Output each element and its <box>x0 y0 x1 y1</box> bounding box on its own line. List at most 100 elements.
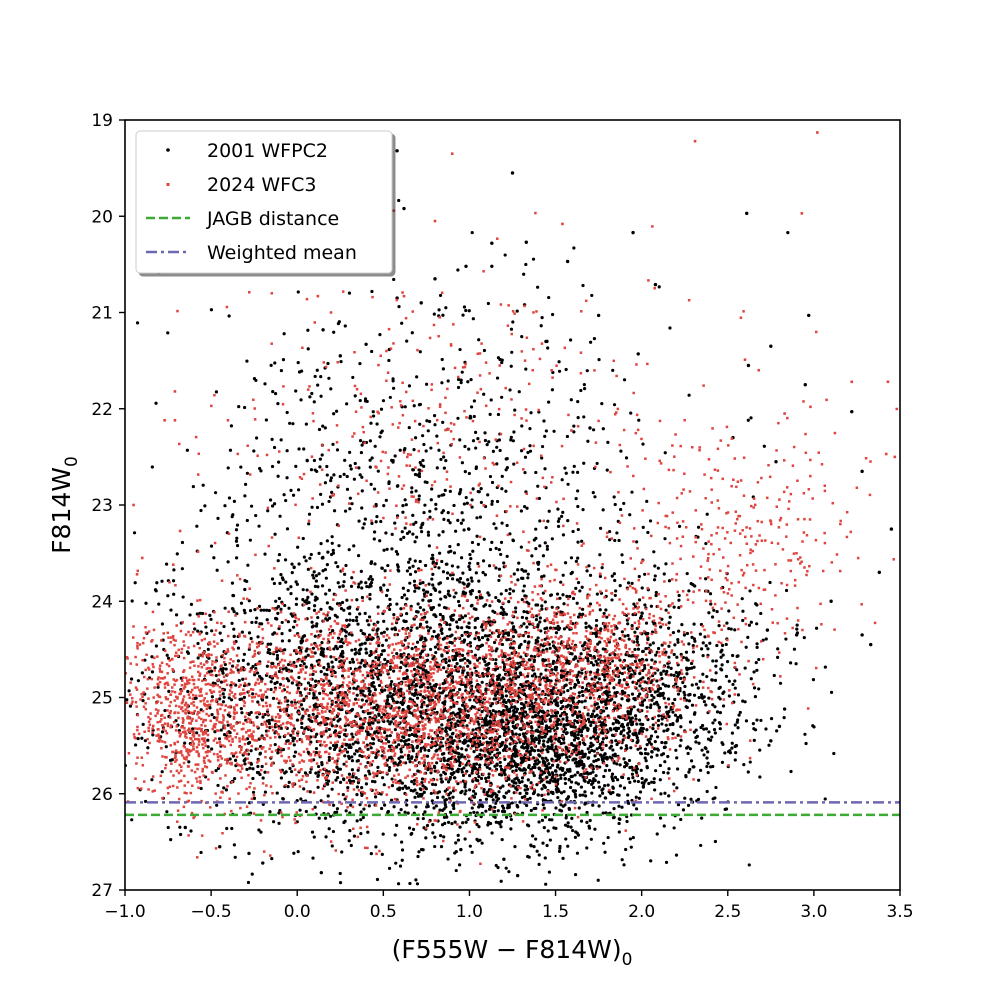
data-point-wfpc2 <box>424 669 428 673</box>
data-point-wfpc2 <box>376 605 380 609</box>
data-point-wfpc2 <box>165 810 169 814</box>
data-point-wfpc2 <box>600 788 604 792</box>
data-point-wfpc2 <box>568 594 572 599</box>
data-point-wfpc2 <box>576 715 580 719</box>
data-point-wfpc2 <box>513 726 517 730</box>
data-point-wfpc2 <box>522 584 526 588</box>
data-point-wfpc2 <box>287 606 291 610</box>
data-point-wfpc2 <box>653 564 657 568</box>
data-point-wfpc2 <box>251 790 256 794</box>
data-point-wfpc2 <box>417 850 421 854</box>
data-point-wfpc2 <box>221 692 225 696</box>
data-point-wfpc2 <box>566 482 570 486</box>
data-point-wfpc2 <box>348 660 352 664</box>
data-point-wfpc2 <box>331 629 335 633</box>
data-point-wfpc2 <box>490 702 495 706</box>
data-point-wfpc2 <box>638 684 642 688</box>
data-point-wfpc2 <box>504 489 508 493</box>
data-point-wfpc2 <box>464 820 468 824</box>
data-point-wfpc2 <box>534 547 538 551</box>
data-point-wfpc2 <box>437 494 441 498</box>
data-point-wfpc2 <box>477 825 481 829</box>
data-point-wfpc2 <box>448 634 452 638</box>
data-point-wfpc2 <box>507 789 511 793</box>
data-point-wfpc2 <box>425 754 430 758</box>
data-point-wfpc2 <box>368 597 372 601</box>
data-point-wfpc2 <box>351 660 356 664</box>
data-point-wfpc2 <box>327 376 331 380</box>
data-point-wfpc2 <box>442 815 447 819</box>
data-point-wfpc2 <box>460 556 464 560</box>
data-point-wfpc2 <box>561 533 566 537</box>
data-point-wfpc2 <box>347 548 351 552</box>
data-point-wfpc2 <box>327 679 331 683</box>
data-point-wfpc2 <box>462 638 467 642</box>
data-point-wfpc2 <box>490 831 494 835</box>
data-point-wfpc2 <box>535 762 539 766</box>
data-point-wfpc2 <box>486 668 490 672</box>
data-point-wfpc2 <box>689 797 693 801</box>
data-point-wfpc2 <box>550 745 554 749</box>
data-point-wfpc2 <box>515 803 519 808</box>
data-point-wfpc2 <box>516 675 521 679</box>
data-point-wfpc2 <box>433 588 438 592</box>
data-point-wfpc2 <box>460 767 464 772</box>
data-point-wfpc2 <box>369 649 373 654</box>
data-point-wfpc2 <box>566 796 570 800</box>
data-point-wfpc2 <box>252 796 257 800</box>
data-point-wfpc2 <box>598 526 603 530</box>
data-point-wfpc2 <box>289 733 293 737</box>
data-point-wfpc2 <box>467 739 472 743</box>
data-point-wfpc2 <box>386 695 390 699</box>
data-point-wfpc2 <box>569 825 573 829</box>
data-point-wfpc2 <box>307 512 312 516</box>
data-point-wfpc2 <box>405 597 409 601</box>
data-point-wfpc2 <box>486 662 490 666</box>
data-point-wfpc2 <box>585 846 589 850</box>
data-point-wfpc2 <box>562 724 566 728</box>
data-point-wfpc2 <box>458 707 462 712</box>
data-point-wfpc2 <box>527 622 532 626</box>
data-point-wfpc2 <box>289 585 293 589</box>
data-point-wfpc2 <box>347 772 352 776</box>
data-point-wfpc2 <box>472 810 476 814</box>
data-point-wfpc2 <box>456 770 460 774</box>
data-point-wfpc2 <box>547 870 552 874</box>
data-point-wfpc2 <box>351 735 355 739</box>
data-point-wfpc2 <box>186 689 190 694</box>
data-point-wfpc2 <box>823 665 827 669</box>
data-point-wfpc2 <box>470 579 474 583</box>
data-point-wfpc2 <box>618 817 622 822</box>
data-point-wfpc2 <box>671 732 675 736</box>
data-point-wfpc2 <box>556 778 560 782</box>
data-point-wfpc2 <box>365 619 369 623</box>
data-point-wfpc2 <box>280 639 285 643</box>
data-point-wfpc2 <box>593 827 597 831</box>
data-point-wfpc2 <box>472 795 477 799</box>
data-point-wfpc2 <box>450 821 454 826</box>
data-point-wfpc2 <box>392 669 396 673</box>
data-point-wfpc2 <box>443 488 447 492</box>
data-point-wfpc2 <box>432 764 437 768</box>
data-point-wfpc2 <box>172 568 176 572</box>
data-point-wfpc2 <box>648 519 653 523</box>
data-point-wfpc2 <box>513 749 517 753</box>
data-point-wfpc2 <box>653 788 657 792</box>
data-point-wfpc2 <box>391 717 395 721</box>
data-point-wfpc2 <box>384 638 388 642</box>
data-point-wfpc2 <box>441 614 445 619</box>
data-point-wfpc2 <box>417 472 422 476</box>
data-point-wfpc2 <box>314 574 319 578</box>
data-point-wfpc2 <box>166 331 170 335</box>
data-point-wfpc2 <box>445 726 449 730</box>
data-point-wfpc2 <box>361 526 365 530</box>
data-point-wfpc2 <box>223 504 227 508</box>
data-point-wfpc2 <box>150 465 154 469</box>
data-point-wfpc2 <box>685 571 689 576</box>
data-point-wfpc2 <box>468 561 472 565</box>
data-point-wfpc2 <box>439 773 443 777</box>
data-point-wfpc2 <box>280 632 284 636</box>
data-point-wfpc2 <box>721 704 726 708</box>
data-point-wfpc2 <box>411 468 415 472</box>
data-point-wfpc2 <box>659 625 663 629</box>
